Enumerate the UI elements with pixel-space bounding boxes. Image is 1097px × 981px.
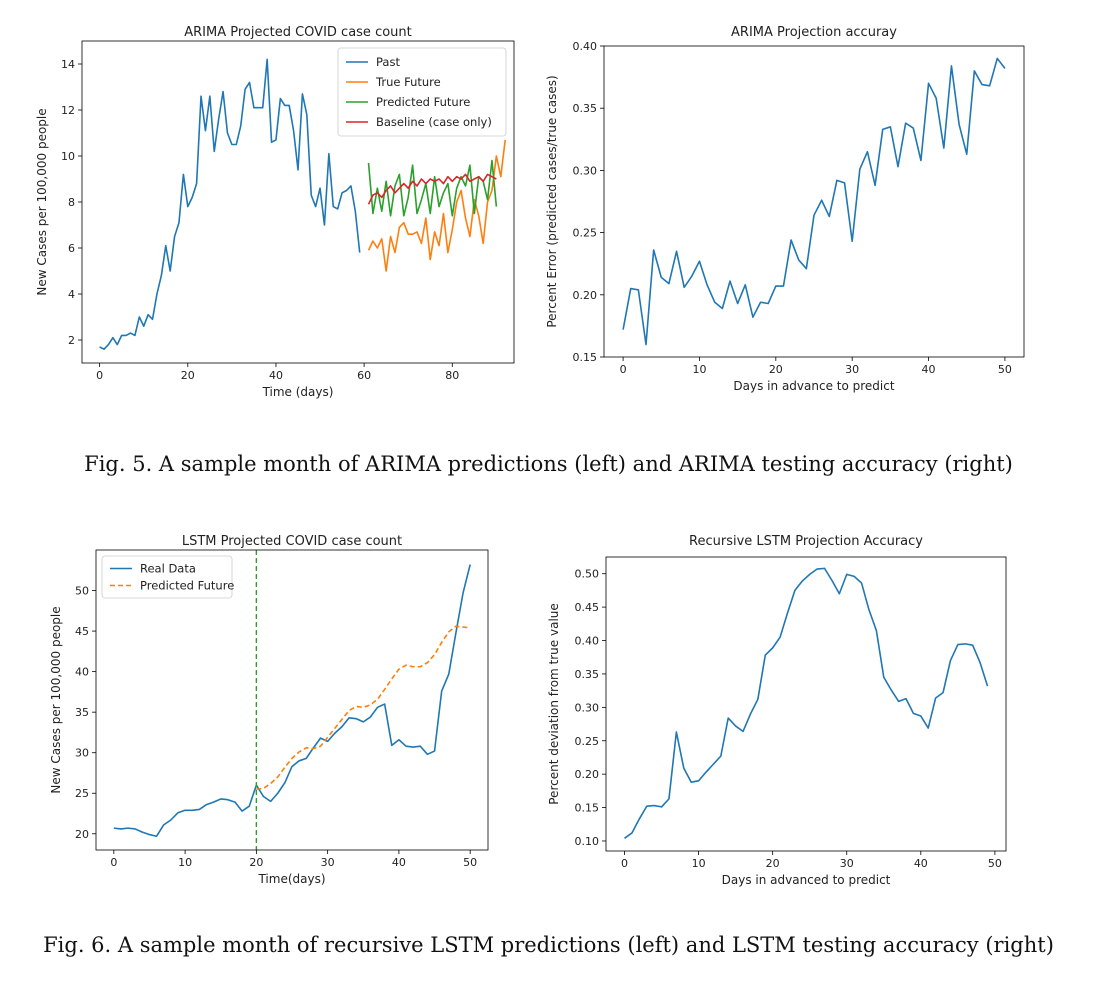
- y-axis-label: New Cases per 100,000 people: [49, 606, 63, 793]
- y-tick-label: 35: [75, 706, 89, 719]
- series-line-main: [622, 57, 1006, 346]
- y-tick-label: 25: [75, 787, 89, 800]
- legend: Past True Future Predicted Future Baseline …: [337, 47, 507, 137]
- y-tick-label: 40: [75, 666, 89, 679]
- y-tick-label: 45: [75, 625, 89, 638]
- series-line-baseline-case-only-: [367, 173, 497, 205]
- y-axis-label: New Cases per 100,000 people: [35, 108, 49, 295]
- x-tick-label: 30: [845, 363, 859, 376]
- y-tick-label: 4: [68, 288, 75, 301]
- legend-box: [337, 47, 507, 137]
- x-tick-label: 0: [621, 857, 628, 870]
- y-tick-label: 2: [68, 334, 75, 347]
- legend-entry: True Future: [375, 75, 441, 89]
- x-tick-label: 40: [392, 856, 406, 869]
- x-tick-label: 50: [998, 363, 1012, 376]
- y-axis-label: Percent Error (predicted cases/true case…: [545, 75, 559, 327]
- x-tick-label: 20: [249, 856, 263, 869]
- chart-lstm-cases: LSTM Projected COVID case count 0 10 20 30 40…: [0, 525, 530, 895]
- series-line-real-data: [113, 564, 471, 838]
- legend-box: [101, 555, 233, 599]
- series-line-past: [99, 58, 361, 351]
- x-axis-label: Days in advanced to predict: [722, 873, 891, 887]
- x-tick-label: 0: [96, 369, 103, 382]
- x-tick-label: 30: [840, 857, 854, 870]
- x-tick-label: 10: [692, 857, 706, 870]
- y-tick-label: 0.20: [575, 768, 600, 781]
- x-tick-label: 0: [620, 363, 627, 376]
- plot-frame: [603, 45, 1025, 358]
- series-line-main: [624, 567, 989, 839]
- chart-title: Recursive LSTM Projection Accuracy: [689, 534, 923, 549]
- figure-6-caption: Fig. 6. A sample month of recursive LSTM…: [43, 933, 1054, 957]
- y-tick-label: 50: [75, 585, 89, 598]
- chart-lstm-cases-svg: LSTM Projected COVID case count 0 10 20 30 40…: [49, 534, 489, 886]
- chart-arima-accuracy: ARIMA Projection accuray 0 10 20 30 40 50 0.15 0…: [538, 10, 1078, 410]
- legend-entry: Predicted Future: [140, 579, 234, 593]
- x-tick-label: 10: [178, 856, 192, 869]
- y-tick-label: 14: [61, 58, 75, 71]
- x-tick-label: 10: [692, 363, 706, 376]
- x-tick-label: 80: [445, 369, 459, 382]
- y-tick-label: 0.20: [573, 289, 598, 302]
- legend-entry: Past: [376, 55, 400, 69]
- y-tick-label: 6: [68, 242, 75, 255]
- y-tick-label: 0.10: [575, 835, 600, 848]
- x-tick-label: 20: [766, 857, 780, 870]
- series-line-predicted-future: [256, 625, 471, 790]
- chart-lstm-accuracy: Recursive LSTM Projection Accuracy 0 10 20 3…: [538, 525, 1078, 895]
- y-axis-label: Percent deviation from true value: [547, 603, 561, 805]
- series-line-true-future: [367, 139, 506, 272]
- chart-title: ARIMA Projected COVID case count: [184, 25, 412, 40]
- y-tick-label: 0.15: [573, 351, 598, 364]
- y-tick-label: 0.40: [573, 40, 598, 53]
- plot-frame: [95, 549, 489, 851]
- legend-entry: Predicted Future: [376, 95, 470, 109]
- x-tick-label: 50: [463, 856, 477, 869]
- x-tick-label: 20: [769, 363, 783, 376]
- y-tick-label: 8: [68, 196, 75, 209]
- y-tick-label: 0.40: [575, 635, 600, 648]
- chart-arima-accuracy-svg: ARIMA Projection accuray 0 10 20 30 40 50 0.15 0…: [545, 25, 1025, 393]
- legend: Real Data Predicted Future: [101, 555, 234, 599]
- chart-arima-cases-svg: ARIMA Projected COVID case count 0 20 40 60 8…: [35, 25, 515, 399]
- x-axis-label: Days in advance to predict: [733, 379, 894, 393]
- y-tick-label: 0.35: [573, 102, 598, 115]
- legend-entry: Real Data: [140, 562, 196, 576]
- legend-entry: Baseline (case only): [376, 115, 492, 129]
- x-axis-label: Time(days): [257, 872, 325, 886]
- series-line-predicted-future: [367, 159, 498, 217]
- y-tick-label: 0.25: [575, 735, 600, 748]
- x-tick-label: 30: [321, 856, 335, 869]
- x-axis-label: Time (days): [262, 385, 334, 399]
- chart-title: LSTM Projected COVID case count: [182, 534, 402, 549]
- figure-5-caption: Fig. 5. A sample month of ARIMA predicti…: [84, 452, 1013, 476]
- chart-lstm-accuracy-svg: Recursive LSTM Projection Accuracy 0 10 20 3…: [547, 534, 1007, 887]
- y-tick-label: 0.15: [575, 802, 600, 815]
- y-tick-label: 0.25: [573, 227, 598, 240]
- x-tick-label: 40: [914, 857, 928, 870]
- x-tick-label: 40: [269, 369, 283, 382]
- x-tick-label: 0: [110, 856, 117, 869]
- chart-arima-cases: ARIMA Projected COVID case count 0 20 40 60 8…: [0, 10, 530, 410]
- y-tick-label: 0.50: [575, 568, 600, 581]
- x-tick-label: 60: [357, 369, 371, 382]
- x-tick-label: 50: [988, 857, 1002, 870]
- y-tick-label: 0.30: [575, 701, 600, 714]
- chart-title: ARIMA Projection accuray: [731, 25, 897, 40]
- y-tick-label: 0.45: [575, 601, 600, 614]
- x-tick-label: 20: [181, 369, 195, 382]
- y-tick-label: 0.35: [575, 668, 600, 681]
- y-tick-label: 10: [61, 150, 75, 163]
- plot-frame: [605, 556, 1007, 852]
- y-tick-label: 12: [61, 104, 75, 117]
- x-tick-label: 40: [922, 363, 936, 376]
- y-tick-label: 30: [75, 747, 89, 760]
- y-tick-label: 0.30: [573, 164, 598, 177]
- y-tick-label: 20: [75, 828, 89, 841]
